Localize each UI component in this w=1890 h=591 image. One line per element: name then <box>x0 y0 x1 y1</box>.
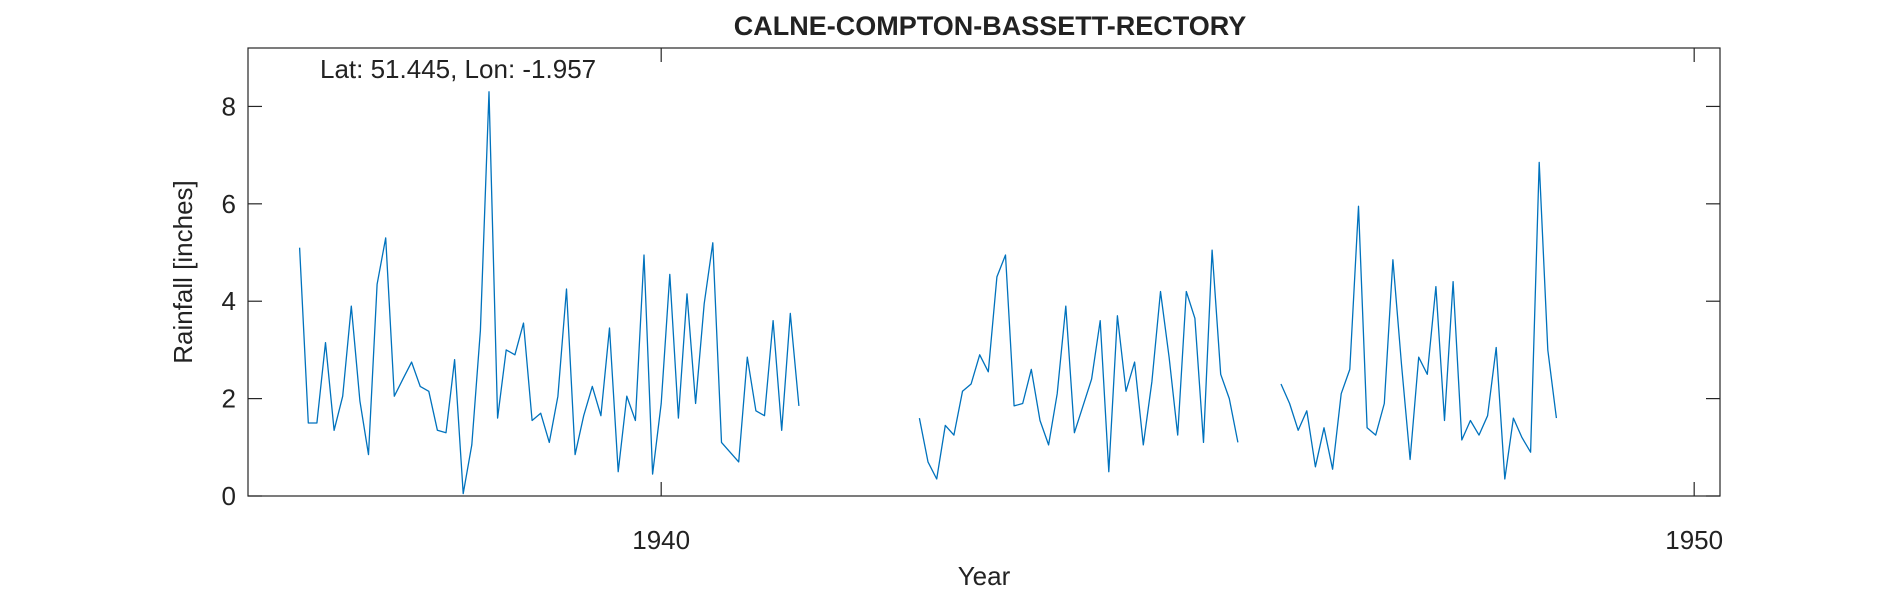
rainfall-series-segment-2 <box>918 249 1239 480</box>
data-series <box>298 91 1558 495</box>
plot-frame <box>247 47 1721 497</box>
rainfall-series-segment-3 <box>1280 161 1558 480</box>
x-tick-label: 1950 <box>1665 525 1723 555</box>
x-tick-label: 1940 <box>632 525 690 555</box>
x-axis-label: Year <box>958 561 1011 591</box>
y-tick-label: 0 <box>222 481 236 511</box>
axis-ticks: 0 2 4 6 8 1940 1950 <box>222 48 1723 555</box>
location-annotation: Lat: 51.445, Lon: -1.957 <box>320 54 596 84</box>
y-axis-label: Rainfall [inches] <box>168 180 198 364</box>
y-tick-label: 6 <box>222 189 236 219</box>
y-tick-label: 4 <box>222 286 236 316</box>
y-tick-label: 8 <box>222 91 236 121</box>
rainfall-series-segment-1 <box>298 91 800 495</box>
chart-title: CALNE-COMPTON-BASSETT-RECTORY <box>734 11 1247 41</box>
y-tick-label: 2 <box>222 384 236 414</box>
